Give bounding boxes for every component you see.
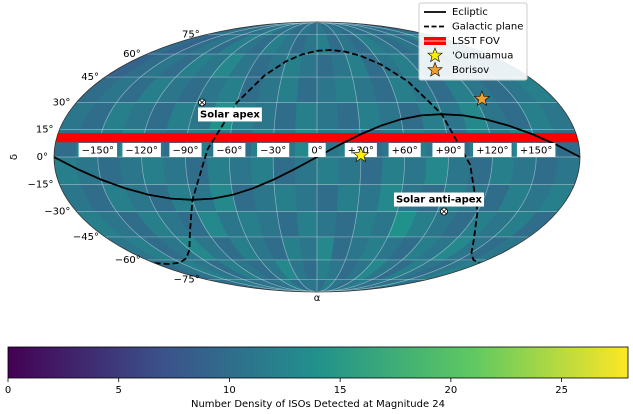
x-tick-label: −120° bbox=[125, 146, 157, 157]
x-tick-label: +150° bbox=[520, 146, 552, 157]
x-tick-label: +120° bbox=[476, 146, 508, 157]
legend-label: LSST FOV bbox=[452, 36, 500, 47]
x-tick-box bbox=[516, 143, 556, 157]
y-tick-label: 75° bbox=[182, 30, 200, 41]
y-tick-label: 15° bbox=[36, 124, 54, 135]
heat-cell bbox=[294, 156, 318, 185]
heat-cell bbox=[316, 76, 338, 103]
colorbar-tick-label: 20 bbox=[444, 385, 457, 396]
annotation-cross bbox=[441, 208, 447, 215]
annotation-text: Solar apex bbox=[200, 109, 260, 120]
heat-cell bbox=[163, 156, 189, 185]
legend-label: Ecliptic bbox=[452, 7, 488, 18]
curve-line bbox=[154, 49, 480, 265]
heat-cell bbox=[402, 156, 427, 185]
y-tick-label: −75° bbox=[174, 274, 200, 285]
x-tick-label: +60° bbox=[392, 146, 418, 157]
x-tick-box bbox=[78, 143, 118, 157]
heat-cell bbox=[316, 156, 340, 185]
x-tick-box bbox=[169, 143, 202, 157]
heat-cell bbox=[273, 102, 298, 130]
colorbar bbox=[7, 346, 629, 379]
heat-cell bbox=[316, 102, 339, 130]
x-tick-box bbox=[473, 143, 512, 157]
heat-cell bbox=[336, 102, 361, 130]
x-tick-box bbox=[308, 143, 326, 157]
annotation-text: Solar anti-apex bbox=[396, 195, 483, 206]
heat-cell bbox=[316, 211, 338, 238]
colorbar-tick-label: 0 bbox=[5, 385, 11, 396]
heat-cell bbox=[207, 156, 232, 185]
heat-cell bbox=[298, 53, 318, 78]
colorbar-label: Number Density of ISOs Detected at Magni… bbox=[191, 399, 445, 410]
overlay: −150°−120°−90°−60°−30°0°+30°+60°+90°+120… bbox=[78, 90, 556, 216]
y-tick-label: −30° bbox=[44, 207, 70, 218]
star-marker bbox=[352, 146, 370, 163]
heat-cell bbox=[296, 76, 318, 103]
y-axis-label: δ bbox=[9, 154, 20, 160]
legend-label: 'Oumuamua bbox=[452, 51, 513, 62]
heat-cell bbox=[423, 156, 449, 185]
annotation-box bbox=[198, 107, 262, 122]
y-tick-label: 60° bbox=[123, 49, 141, 60]
heat-cell bbox=[273, 184, 298, 212]
heat-cell bbox=[336, 184, 361, 212]
x-tick-label: −60° bbox=[216, 146, 242, 157]
legend-swatch bbox=[427, 61, 443, 77]
x-tick-label: +90° bbox=[435, 146, 461, 157]
x-axis-label: α bbox=[314, 293, 321, 304]
legend-label: Galactic plane bbox=[452, 22, 523, 33]
legend-box bbox=[418, 2, 528, 81]
colorbar-tick-label: 5 bbox=[116, 385, 122, 396]
x-tick-box bbox=[432, 143, 465, 157]
y-tick-label: −45° bbox=[73, 232, 99, 243]
x-tick-label: −150° bbox=[82, 146, 114, 157]
colorbar-tick-label: 15 bbox=[334, 385, 347, 396]
y-tick-label: 0° bbox=[37, 152, 48, 163]
y-tick-label: −15° bbox=[27, 180, 53, 191]
colorbar-tick-label: 10 bbox=[223, 385, 236, 396]
heat-cell bbox=[295, 102, 318, 130]
sky-outline bbox=[53, 21, 581, 293]
legend-label: Borisov bbox=[452, 65, 489, 76]
heat-cell bbox=[316, 184, 339, 212]
annotation-cross bbox=[199, 99, 205, 106]
x-tick-box bbox=[213, 143, 246, 157]
heat-cell bbox=[229, 156, 253, 185]
annotation-box bbox=[393, 192, 485, 207]
heat-cell bbox=[359, 156, 384, 185]
legend-swatch bbox=[427, 47, 443, 63]
star-marker bbox=[473, 90, 491, 107]
x-tick-box bbox=[388, 143, 421, 157]
x-tick-box bbox=[122, 143, 161, 157]
heat-cell bbox=[381, 156, 405, 185]
x-tick-label: −30° bbox=[260, 146, 286, 157]
heat-cell bbox=[338, 156, 362, 185]
heat-cell bbox=[141, 156, 168, 185]
y-tick-label: 45° bbox=[81, 72, 99, 83]
heat-cell bbox=[296, 211, 318, 238]
x-tick-box bbox=[257, 143, 290, 157]
heat-cell bbox=[509, 156, 537, 185]
x-tick-label: −90° bbox=[172, 146, 198, 157]
y-tick-label: −60° bbox=[115, 255, 141, 266]
lsst-fov-band bbox=[55, 133, 579, 143]
x-tick-label: 0° bbox=[311, 146, 322, 157]
heat-cell bbox=[295, 184, 318, 212]
colorbar-tick-label: 25 bbox=[555, 385, 568, 396]
y-tick-label: 30° bbox=[53, 97, 71, 108]
heat-cell bbox=[445, 156, 471, 185]
heat-cell bbox=[252, 184, 278, 212]
heat-cell bbox=[298, 236, 318, 261]
